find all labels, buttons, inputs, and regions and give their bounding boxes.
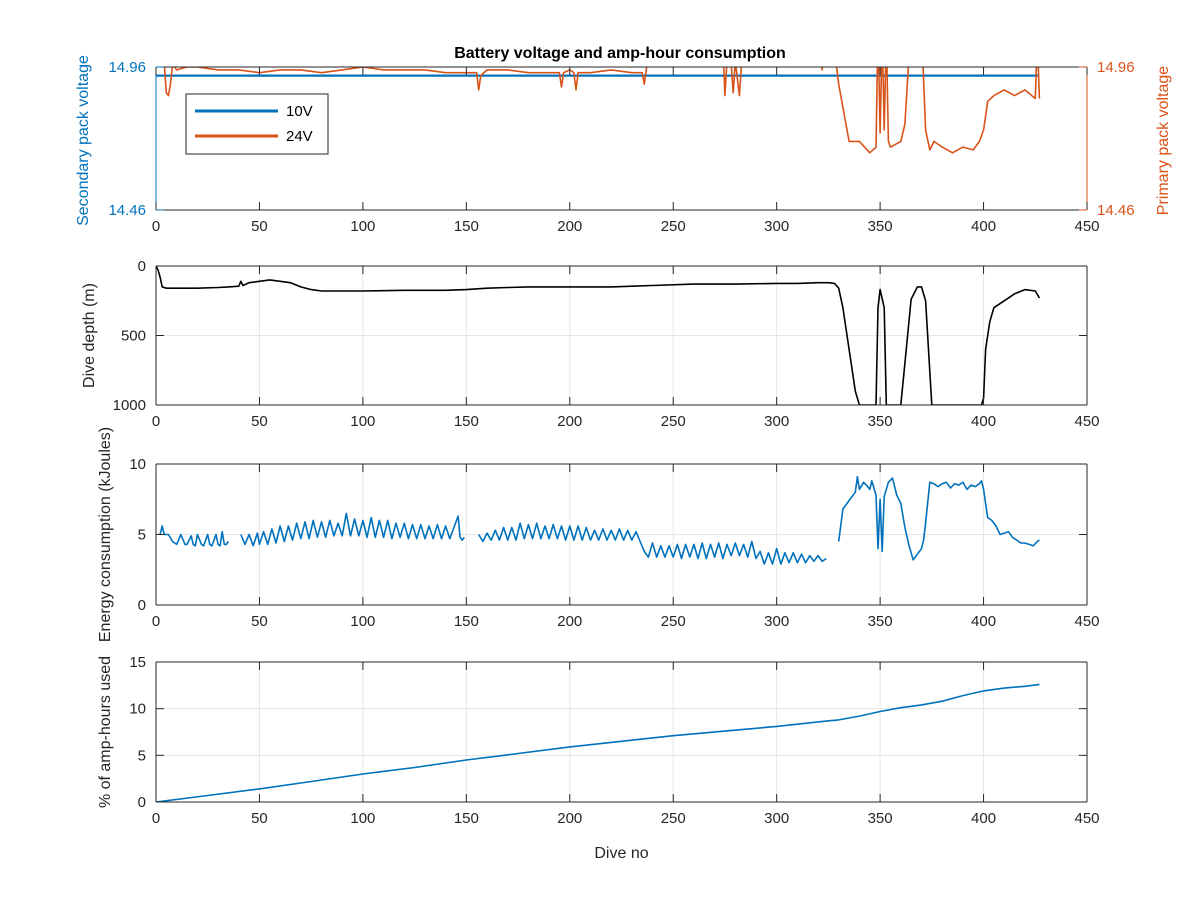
y-left-tick-label: 14.46	[108, 202, 146, 219]
x-tick-label: 100	[350, 810, 375, 827]
y-tick-label: 10	[129, 701, 146, 718]
x-tick-label: 300	[764, 613, 789, 630]
x-tick-label: 100	[350, 413, 375, 430]
x-tick-label: 150	[454, 613, 479, 630]
series-line-segment-2	[240, 512, 465, 547]
x-tick-label: 250	[661, 413, 686, 430]
x-tick-label: 450	[1074, 810, 1099, 827]
x-tick-label: 150	[454, 218, 479, 235]
subplot-2: 0 50 100 150 200 250 300 350 400 450 0 500 1000 Dive …	[81, 258, 1100, 430]
y-axis-label: % of amp-hours used	[97, 656, 114, 808]
x-tick-label: 50	[251, 413, 268, 430]
x-axis-label: Dive no	[594, 845, 648, 862]
y-tick-label: 15	[129, 654, 146, 671]
y-right-tick-label: 14.46	[1097, 202, 1135, 219]
y-tick-label: 5	[138, 527, 146, 544]
x-tick-label: 450	[1074, 613, 1099, 630]
x-tick-label: 0	[152, 613, 160, 630]
x-tick-label: 0	[152, 810, 160, 827]
x-tick-label: 450	[1074, 218, 1099, 235]
y-left-axis-label: Secondary pack voltage	[75, 55, 92, 226]
y-left-tick-label: 14.96	[108, 59, 146, 76]
y-tick-label: 1000	[113, 397, 146, 414]
y-tick-label: 0	[138, 258, 146, 275]
x-tick-label: 0	[152, 218, 160, 235]
y-tick-label: 10	[129, 456, 146, 473]
y-tick-label: 0	[138, 597, 146, 614]
legend-label-10V: 10V	[286, 103, 313, 120]
y-tick-label: 500	[121, 328, 146, 345]
x-tick-label: 50	[251, 218, 268, 235]
series-line-segment-1	[159, 525, 230, 547]
x-tick-label: 350	[868, 218, 893, 235]
subplot-3: 0 50 100 150 200 250 300 350 400 450 0 5 10 Energy co…	[97, 427, 1100, 642]
y-right-axis-label: Primary pack voltage	[1155, 66, 1172, 215]
y-tick-label: 5	[138, 747, 146, 764]
x-tick-label: 300	[764, 810, 789, 827]
legend-box	[185, 93, 329, 155]
series-line-segment-4	[837, 475, 1040, 561]
series-line-segment-3	[478, 522, 827, 565]
x-tick-label: 200	[557, 413, 582, 430]
x-tick-label: 50	[251, 810, 268, 827]
figure-title: Battery voltage and amp-hour consumption	[454, 45, 786, 62]
x-tick-label: 250	[661, 218, 686, 235]
subplots: 0 50 100 150 200 250 300 350 400 45014.4614.9614.…	[75, 55, 1172, 862]
y-axis-label: Energy consumption (kJoules)	[97, 427, 114, 642]
series-line-s0	[156, 266, 1041, 405]
x-tick-label: 300	[764, 413, 789, 430]
x-tick-label: 50	[251, 613, 268, 630]
x-tick-label: 100	[350, 218, 375, 235]
x-tick-label: 350	[868, 613, 893, 630]
x-tick-label: 350	[868, 413, 893, 430]
x-tick-label: 200	[557, 613, 582, 630]
x-tick-label: 250	[661, 810, 686, 827]
y-axis-label: Dive depth (m)	[81, 283, 98, 388]
y-right-tick-label: 14.96	[1097, 59, 1135, 76]
x-tick-label: 450	[1074, 413, 1099, 430]
x-tick-label: 250	[661, 613, 686, 630]
x-tick-label: 150	[454, 413, 479, 430]
x-tick-label: 350	[868, 810, 893, 827]
x-tick-label: 0	[152, 413, 160, 430]
subplot-1: 0 50 100 150 200 250 300 350 400 45014.4614.9614.…	[75, 55, 1172, 235]
x-tick-label: 200	[557, 810, 582, 827]
x-tick-label: 400	[971, 413, 996, 430]
x-tick-label: 100	[350, 613, 375, 630]
legend-label-24V: 24V	[286, 128, 313, 145]
x-tick-label: 200	[557, 218, 582, 235]
subplot-4: 0 50 100 150 200 250 300 350 400 450 0 5 10 15 % of am…	[97, 654, 1100, 862]
x-tick-label: 400	[971, 218, 996, 235]
x-tick-label: 400	[971, 613, 996, 630]
x-tick-label: 150	[454, 810, 479, 827]
y-tick-label: 0	[138, 794, 146, 811]
series-line-s0	[156, 683, 1040, 802]
x-tick-label: 400	[971, 810, 996, 827]
x-tick-label: 300	[764, 218, 789, 235]
